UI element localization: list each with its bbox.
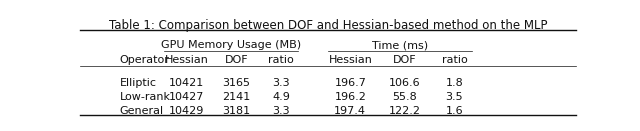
Text: Operator: Operator xyxy=(120,54,170,65)
Text: 1.6: 1.6 xyxy=(445,106,463,116)
Text: GPU Memory Usage (MB): GPU Memory Usage (MB) xyxy=(161,40,301,50)
Text: General: General xyxy=(120,106,164,116)
Text: DOF: DOF xyxy=(393,54,417,65)
Text: Time (ms): Time (ms) xyxy=(372,40,428,50)
Text: 106.6: 106.6 xyxy=(389,78,420,88)
Text: Table 1: Comparison between DOF and Hessian-based method on the MLP: Table 1: Comparison between DOF and Hess… xyxy=(109,19,547,32)
Text: 3165: 3165 xyxy=(222,78,250,88)
Text: 10429: 10429 xyxy=(169,106,204,116)
Text: Low-rank: Low-rank xyxy=(120,92,171,102)
Text: 10421: 10421 xyxy=(169,78,204,88)
Text: Elliptic: Elliptic xyxy=(120,78,157,88)
Text: 3181: 3181 xyxy=(222,106,250,116)
Text: 4.9: 4.9 xyxy=(272,92,290,102)
Text: 55.8: 55.8 xyxy=(392,92,417,102)
Text: Hessian: Hessian xyxy=(164,54,209,65)
Text: Hessian: Hessian xyxy=(328,54,372,65)
Text: ratio: ratio xyxy=(442,54,467,65)
Text: ratio: ratio xyxy=(268,54,294,65)
Text: 1.8: 1.8 xyxy=(445,78,463,88)
Text: 3.3: 3.3 xyxy=(272,78,290,88)
Text: 122.2: 122.2 xyxy=(389,106,421,116)
Text: DOF: DOF xyxy=(225,54,248,65)
Text: 2141: 2141 xyxy=(222,92,250,102)
Text: 196.2: 196.2 xyxy=(334,92,366,102)
Text: 197.4: 197.4 xyxy=(334,106,366,116)
Text: 196.7: 196.7 xyxy=(334,78,366,88)
Text: 10427: 10427 xyxy=(169,92,204,102)
Text: 3.3: 3.3 xyxy=(272,106,290,116)
Text: 3.5: 3.5 xyxy=(445,92,463,102)
